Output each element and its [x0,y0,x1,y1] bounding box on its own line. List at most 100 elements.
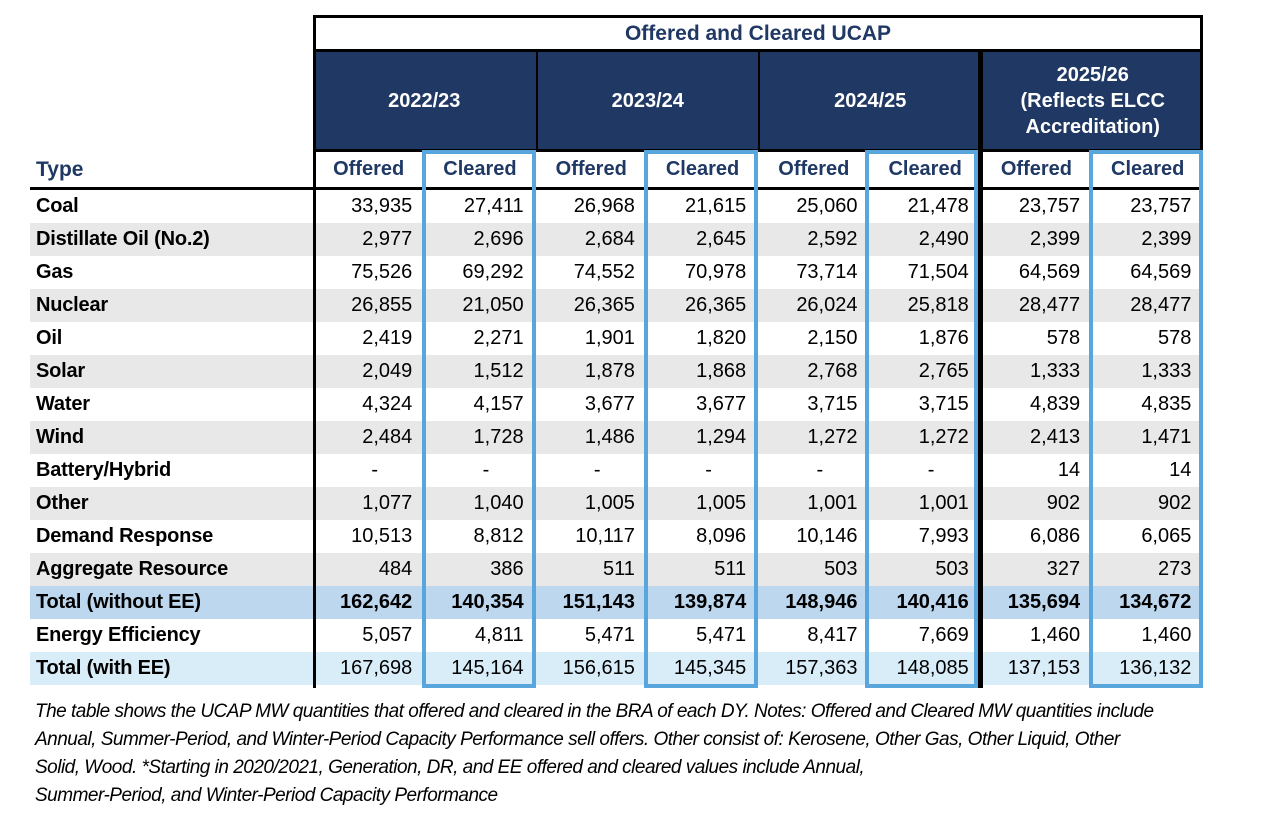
value-cell: 28,477 [1018,294,1081,316]
value-cell: 1,460 [1141,624,1192,646]
table-left-border [313,15,316,688]
year-group-header: 2024/25 [758,52,981,149]
value-cell: 162,642 [340,591,413,613]
value-cell: 1,040 [473,492,524,514]
table-row: Battery/Hybrid - - - - - - 14 14 [30,454,1203,487]
table-row: Water 4,324 4,157 3,677 3,677 3,715 3,715 4,839… [30,388,1203,421]
value-cell: 1,001 [918,492,969,514]
value-cell: 3,677 [584,393,635,415]
value-cell: 151,143 [562,591,635,613]
row-label: Water [36,393,90,415]
value-cell: - [593,459,601,481]
row-label: Demand Response [36,525,214,547]
value-cell: 273 [1158,558,1192,580]
value-cell: 1,876 [918,327,969,349]
value-cell: 2,696 [473,228,524,250]
table-row: Oil 2,419 2,271 1,901 1,820 2,150 1,876 578 578 [30,322,1203,355]
value-cell: 2,684 [584,228,635,250]
table-row: Total (with EE) 167,698 145,164 156,615 145,… [30,652,1204,685]
value-cell: 2,399 [1141,228,1192,250]
value-cell: 1,728 [473,426,524,448]
value-cell: 1,471 [1141,426,1192,448]
value-cell: 2,977 [362,228,413,250]
type-column-header: Type [36,157,84,181]
value-cell: 3,715 [807,393,858,415]
value-cell: 2,413 [1030,426,1081,448]
value-cell: - [482,459,490,481]
sub-column-header: Offered [333,158,405,180]
value-cell: 8,096 [696,525,747,547]
value-cell: 8,812 [473,525,524,547]
value-cell: 21,478 [907,195,969,217]
value-cell: 511 [714,558,747,580]
year-group-header: 2022/23 [388,89,461,112]
row-label: Energy Efficiency [36,624,201,646]
value-cell: 1,333 [1141,360,1192,382]
value-cell: 157,363 [785,657,858,679]
value-cell: 134,672 [1119,591,1192,613]
value-cell: 73,714 [796,261,858,283]
value-cell: 1,001 [807,492,858,514]
value-cell: 167,698 [340,657,413,679]
value-cell: 6,065 [1141,525,1192,547]
value-cell: 1,294 [696,426,747,448]
row-label: Wind [36,426,84,448]
row-label: Oil [36,327,63,349]
value-cell: 10,117 [575,525,635,547]
value-cell: 148,085 [896,657,969,679]
value-cell: 23,757 [1018,195,1081,217]
value-cell: 8,417 [807,624,858,646]
value-cell: 7,993 [918,525,969,547]
value-cell: 71,504 [907,261,969,283]
value-cell: 27,411 [463,195,524,217]
value-cell: 5,471 [584,624,635,646]
value-cell: 1,272 [918,426,969,448]
value-cell: 145,164 [451,657,524,679]
value-cell: - [816,459,824,481]
row-label: Total (with EE) [36,657,171,679]
footnote-line: Summer-Period, and Winter-Period Capacit… [35,785,498,806]
value-cell: 3,715 [918,393,969,415]
row-label: Battery/Hybrid [36,459,172,481]
value-cell: 28,477 [1130,294,1192,316]
value-cell: 386 [490,558,524,580]
value-cell: 578 [1158,327,1192,349]
table-row: Aggregate Resource 484 386 511 511 503 503 327 2… [30,553,1204,586]
value-cell: 26,365 [573,294,635,316]
column-header-row: Type Offered Cleared Offered Cleared Offered… [30,152,1204,190]
value-cell: 10,513 [351,525,413,547]
value-cell: - [371,459,378,481]
table-title: Offered and Cleared UCAP [313,15,1203,52]
value-cell: 1,486 [584,426,635,448]
value-cell: 5,471 [696,624,747,646]
footnote-line: Solid, Wood. *Starting in 2020/2021, Gen… [35,757,865,778]
table-right-border [1200,15,1203,152]
value-cell: 1,005 [584,492,635,514]
value-cell: 26,024 [796,294,858,316]
table-row: Solar 2,049 1,512 1,878 1,868 2,768 2,765 1,333… [30,355,1204,388]
row-label: Aggregate Resource [36,558,229,580]
value-cell: 145,345 [673,657,747,679]
value-cell: 2,049 [362,360,413,382]
row-label: Coal [36,195,79,217]
value-cell: 26,968 [573,195,635,217]
footnote-line: Annual, Summer-Period, and Winter-Period… [35,729,1120,750]
table-body: Coal 33,935 27,411 26,968 21,615 25,060 21,478… [30,190,1204,685]
value-cell: 4,811 [475,624,524,646]
value-cell: 139,874 [673,591,747,613]
value-cell: 1,868 [696,360,747,382]
value-cell: - [705,459,712,481]
value-cell: 2,765 [918,360,969,382]
value-cell: 902 [1158,492,1192,514]
row-label: Gas [36,261,74,283]
year-group-header: 2025/26 (Reflects ELCC Accreditation) [980,52,1204,149]
value-cell: 156,615 [562,657,635,679]
value-cell: 6,086 [1030,525,1081,547]
value-cell: 25,818 [907,294,969,316]
value-cell: 2,645 [696,228,747,250]
table-row: Gas 75,526 69,292 74,552 70,978 73,714 71,504 6… [30,256,1203,289]
value-cell: 1,460 [1030,624,1081,646]
value-cell: 4,157 [473,393,524,415]
row-label: Distillate Oil (No.2) [36,228,210,250]
sub-column-header: Cleared [1111,158,1185,180]
